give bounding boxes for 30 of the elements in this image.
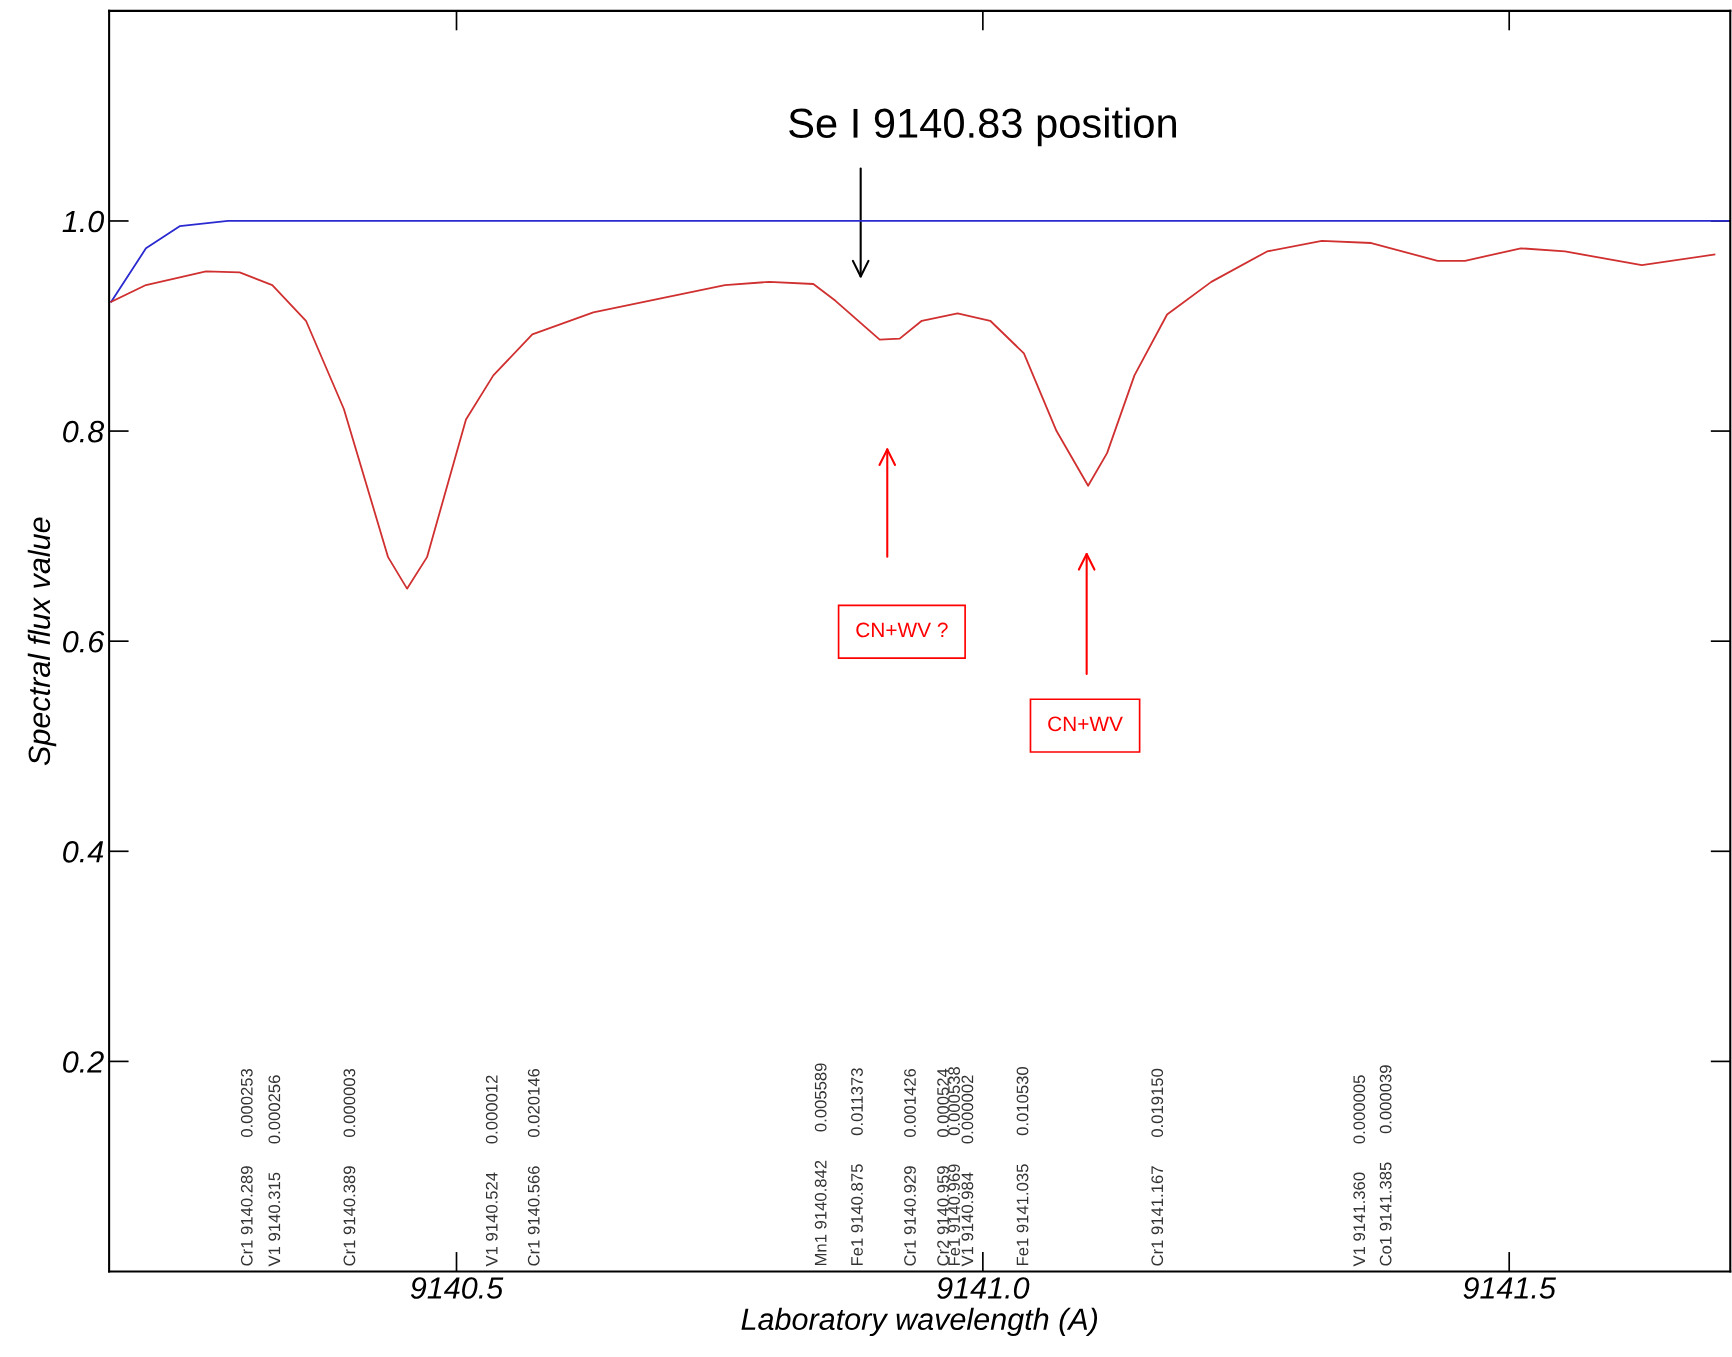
annotation: Cr2 9140.959 0.000524 xyxy=(937,1068,949,1266)
annotation: Fe1 9141.035 0.010530 xyxy=(1016,1066,1029,1266)
y-tick-label: 0.6 xyxy=(63,630,105,653)
annotation: Cr1 9140.289 0.000253 xyxy=(240,1068,253,1266)
y-tick-label: 0.8 xyxy=(63,420,105,443)
x-axis-title: Laboratory wavelength (A) xyxy=(741,1307,1098,1337)
annotation: Mn1 9140.842 0.005589 xyxy=(814,1063,827,1266)
x-tick-label: 9141.5 xyxy=(1463,1277,1557,1299)
annotation: Se I 9140.83 position xyxy=(789,107,1176,147)
annotation: CN+WV xyxy=(1048,716,1123,732)
x-tick-label: 9141.0 xyxy=(937,1277,1030,1299)
annotation: V1 9140.524 0.000012 xyxy=(485,1075,498,1267)
line-series xyxy=(110,220,1730,303)
annotation: Co1 9141.385 0.000039 xyxy=(1379,1065,1392,1266)
annotation: Fe1 9140.969 0.000538 xyxy=(948,1067,960,1266)
annotation: Cr1 9141.167 0.019150 xyxy=(1151,1068,1164,1266)
y-tick-label: 0.4 xyxy=(63,841,104,863)
y-axis-title: Spectral flux value xyxy=(27,517,57,766)
annotation: Cr1 9140.389 0.000003 xyxy=(343,1068,356,1266)
annotation: V1 9140.315 0.000256 xyxy=(268,1075,281,1267)
annotation: V1 9141.360 0.000005 xyxy=(1353,1075,1366,1267)
annotation: V1 9140.984 0.000002 xyxy=(961,1075,974,1267)
x-tick-label: 9140.5 xyxy=(410,1277,504,1299)
line-series xyxy=(110,240,1716,590)
y-tick-label: 1.0 xyxy=(62,210,104,233)
annotation: Cr1 9140.929 0.001426 xyxy=(904,1068,916,1266)
annotation: CN+WV ? xyxy=(856,622,948,638)
y-tick-label: 0.2 xyxy=(63,1051,104,1073)
annotation: Cr1 9140.566 0.020146 xyxy=(527,1068,540,1266)
annotation: Fe1 9140.875 0.011373 xyxy=(851,1068,863,1266)
